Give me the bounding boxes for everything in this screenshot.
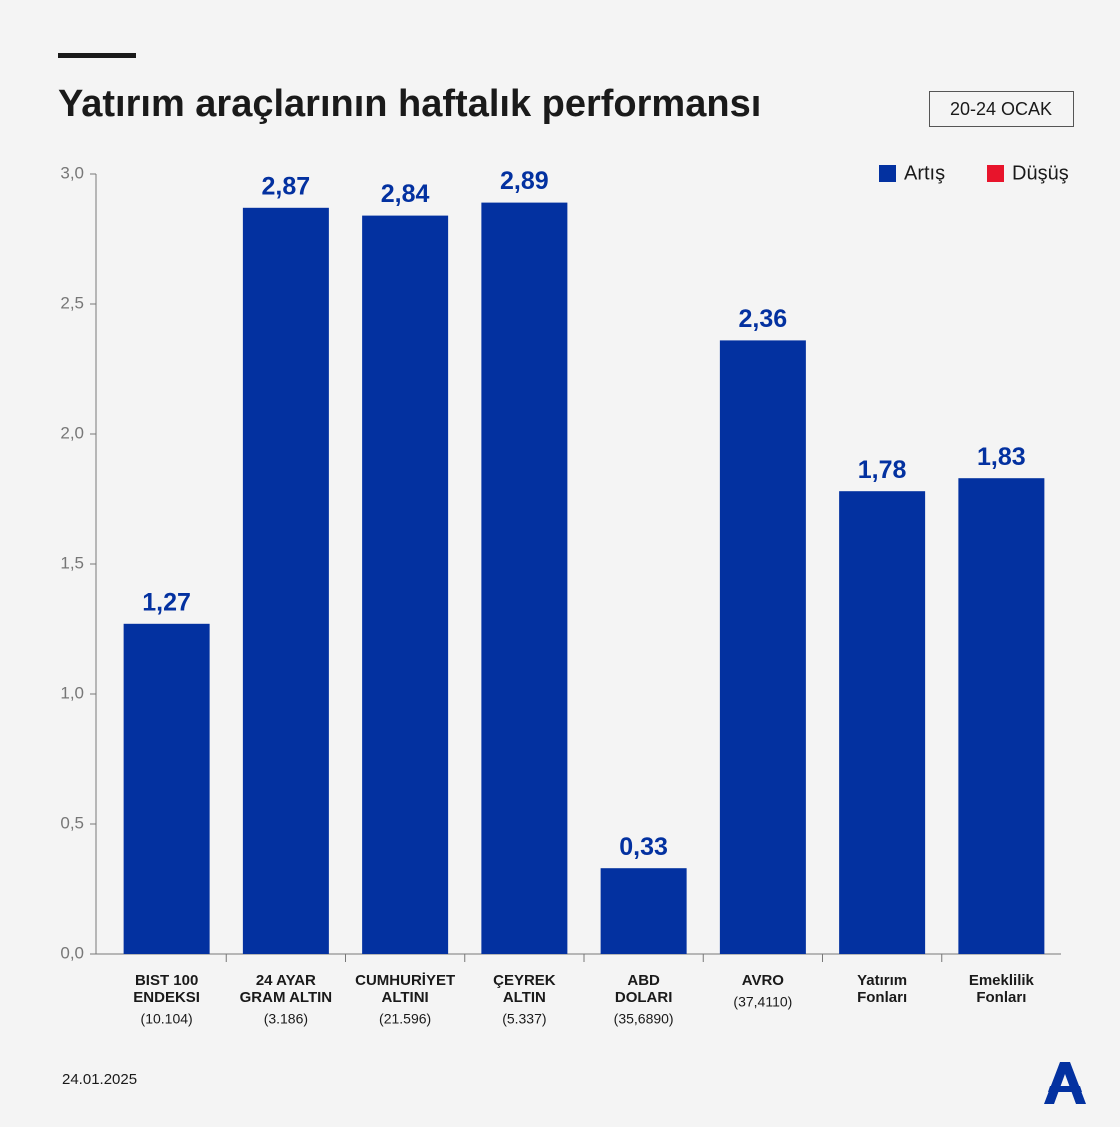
bar [600, 868, 687, 954]
logo-shape [1048, 1086, 1082, 1092]
bar [839, 491, 926, 954]
x-tick-note: (3.186) [264, 1011, 308, 1027]
x-tick-label: Fonları [976, 989, 1026, 1006]
x-tick-label: ALTINI [382, 989, 429, 1006]
period-box [929, 91, 1074, 127]
legend-swatch [879, 165, 896, 182]
x-tick-label: DOLARI [615, 989, 673, 1006]
legend-label: Düşüş [1012, 162, 1069, 184]
y-tick-label: 2,0 [60, 423, 84, 442]
x-tick-label: AVRO [742, 972, 785, 989]
period: 20-24 OCAK [950, 99, 1052, 119]
x-tick-label: ENDEKSI [133, 989, 200, 1006]
bar [481, 202, 568, 955]
x-tick-label: ALTIN [503, 989, 546, 1006]
value-label: 2,36 [739, 305, 788, 333]
value-label: 2,87 [262, 172, 311, 200]
value-label: 1,78 [858, 456, 907, 484]
x-tick-label: Emeklilik [969, 972, 1035, 989]
bar [958, 478, 1045, 954]
y-tick-label: 0,0 [60, 943, 84, 962]
logo-shape [1044, 1062, 1086, 1104]
x-tick-label: GRAM ALTIN [240, 989, 332, 1006]
bar [242, 207, 329, 955]
y-tick-label: 0,5 [60, 813, 84, 832]
x-tick-note: (37,4110) [733, 994, 792, 1010]
value-label: 2,84 [381, 180, 430, 208]
y-tick-label: 3,0 [60, 163, 84, 182]
chart-title: Yatırım araçlarının haftalık performansı [58, 83, 761, 125]
title-bar [58, 53, 136, 58]
logo [1044, 1062, 1086, 1104]
x-tick-note: (5.337) [502, 1011, 546, 1027]
x-tick-note: (35,6890) [614, 1011, 674, 1027]
legend-swatch [987, 165, 1004, 182]
x-tick-label: Fonları [857, 989, 907, 1006]
y-tick-label: 2,5 [60, 293, 84, 312]
bar [362, 215, 449, 955]
value-label: 2,89 [500, 167, 549, 195]
x-tick-label: ÇEYREK [493, 972, 556, 989]
value-label: 1,83 [977, 443, 1026, 471]
x-tick-label: BIST 100 [135, 972, 198, 989]
x-tick-label: 24 AYAR [256, 972, 316, 989]
y-tick-label: 1,0 [60, 683, 84, 702]
x-tick-note: (10.104) [141, 1011, 193, 1027]
legend-label: Artış [904, 162, 945, 184]
bar [123, 623, 210, 954]
value-label: 0,33 [619, 833, 668, 861]
date: 24.01.2025 [62, 1071, 137, 1088]
x-tick-label: CUMHURİYET [355, 972, 455, 989]
x-tick-label: ABD [627, 972, 660, 989]
x-tick-label: Yatırım [857, 972, 907, 989]
y-tick-label: 1,5 [60, 553, 84, 572]
value-label: 1,27 [142, 588, 191, 616]
x-tick-note: (21.596) [379, 1011, 431, 1027]
bar [719, 340, 806, 954]
